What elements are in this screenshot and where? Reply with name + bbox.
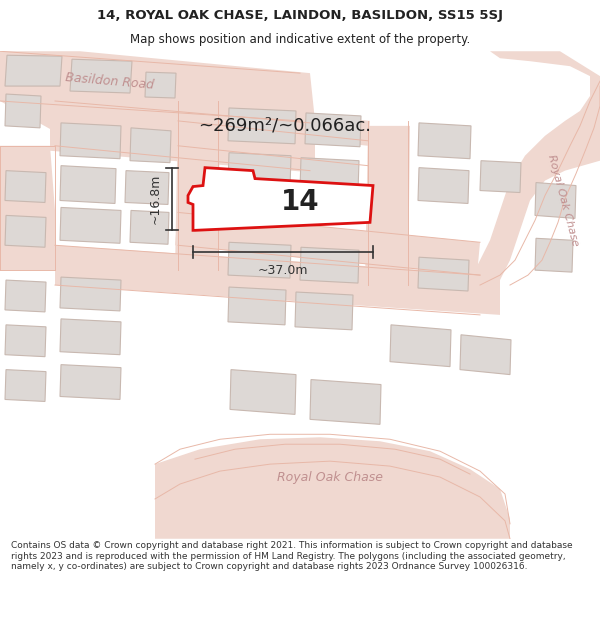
- Polygon shape: [0, 146, 55, 270]
- Polygon shape: [418, 123, 471, 159]
- Polygon shape: [418, 168, 469, 204]
- Polygon shape: [175, 101, 370, 146]
- Polygon shape: [60, 166, 116, 204]
- Polygon shape: [175, 213, 480, 275]
- Polygon shape: [60, 319, 121, 355]
- Text: Map shows position and indicative extent of the property.: Map shows position and indicative extent…: [130, 33, 470, 46]
- Polygon shape: [125, 171, 169, 204]
- Polygon shape: [5, 325, 46, 357]
- Polygon shape: [228, 152, 291, 189]
- Polygon shape: [130, 128, 171, 162]
- Polygon shape: [5, 55, 62, 86]
- Polygon shape: [535, 238, 573, 272]
- Polygon shape: [50, 101, 315, 172]
- Text: ~269m²/~0.066ac.: ~269m²/~0.066ac.: [199, 117, 371, 135]
- Polygon shape: [60, 208, 121, 243]
- Polygon shape: [535, 182, 576, 218]
- Polygon shape: [70, 59, 132, 93]
- Text: Royal Oak Chase: Royal Oak Chase: [277, 471, 383, 484]
- Polygon shape: [188, 168, 373, 231]
- Polygon shape: [60, 123, 121, 159]
- Text: Royal Oak Chase: Royal Oak Chase: [546, 154, 580, 248]
- Polygon shape: [155, 438, 510, 539]
- Polygon shape: [365, 126, 410, 285]
- Polygon shape: [60, 364, 121, 399]
- Text: Contains OS data © Crown copyright and database right 2021. This information is : Contains OS data © Crown copyright and d…: [11, 541, 572, 571]
- Polygon shape: [130, 211, 169, 244]
- Text: 14, ROYAL OAK CHASE, LAINDON, BASILDON, SS15 5SJ: 14, ROYAL OAK CHASE, LAINDON, BASILDON, …: [97, 9, 503, 22]
- Polygon shape: [300, 158, 359, 191]
- Text: 14: 14: [281, 189, 319, 216]
- Polygon shape: [145, 72, 176, 98]
- Polygon shape: [175, 111, 220, 270]
- Polygon shape: [310, 379, 381, 424]
- Text: Basildon Road: Basildon Road: [65, 71, 155, 91]
- Polygon shape: [228, 108, 296, 144]
- Polygon shape: [5, 369, 46, 401]
- Polygon shape: [390, 325, 451, 367]
- Polygon shape: [5, 216, 46, 248]
- Polygon shape: [230, 369, 296, 414]
- Polygon shape: [480, 161, 521, 192]
- Text: ~37.0m: ~37.0m: [258, 264, 308, 277]
- Polygon shape: [5, 94, 41, 128]
- Polygon shape: [55, 245, 500, 315]
- Polygon shape: [305, 113, 361, 147]
- Polygon shape: [228, 242, 291, 278]
- Polygon shape: [60, 277, 121, 311]
- Polygon shape: [5, 171, 46, 202]
- Text: ~16.8m: ~16.8m: [149, 174, 162, 224]
- Polygon shape: [475, 51, 600, 285]
- Polygon shape: [295, 292, 353, 330]
- Polygon shape: [460, 335, 511, 374]
- Polygon shape: [5, 280, 46, 312]
- Polygon shape: [300, 248, 359, 283]
- Polygon shape: [418, 258, 469, 291]
- Polygon shape: [0, 51, 315, 146]
- Polygon shape: [228, 287, 286, 325]
